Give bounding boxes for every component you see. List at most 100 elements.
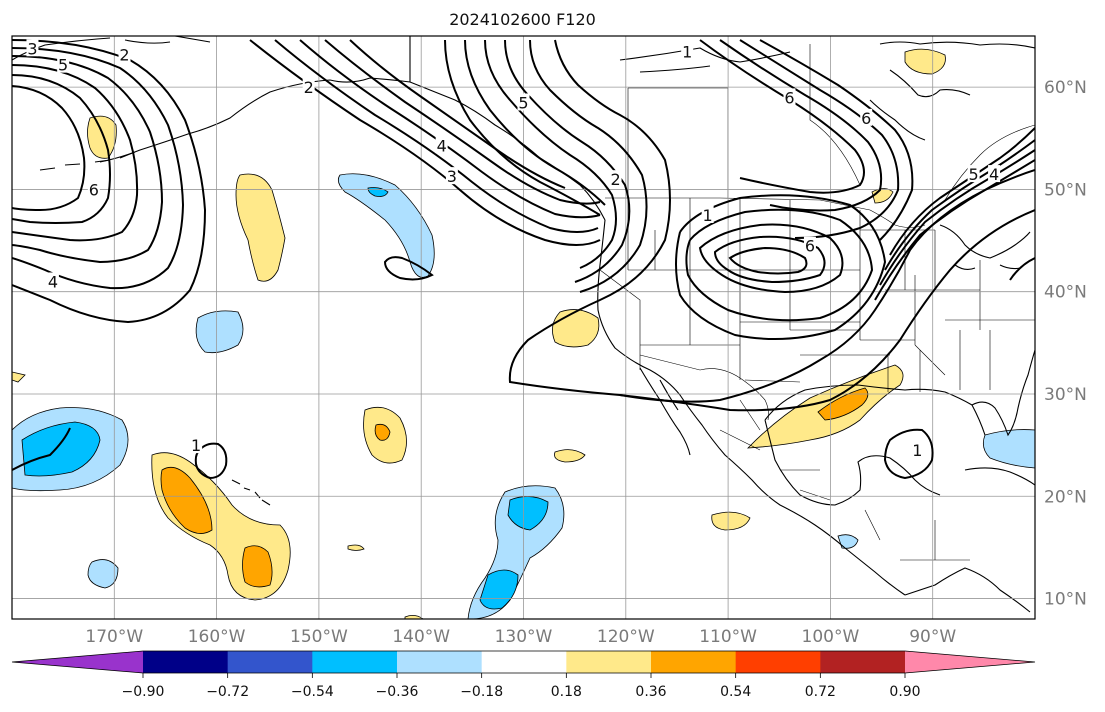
latitude-label: 40°N [1044,283,1087,303]
border-us-states [599,198,1035,392]
contour-label-background [435,136,448,154]
fill-positive-small2 [347,544,365,551]
contour-label-background [26,39,39,57]
contour-wus-1 [444,39,601,216]
contour-ne-7 [884,139,1035,271]
contour-west-edge [12,427,71,471]
contour-ne-2 [719,39,883,212]
fill-negative-westpac-core [21,421,101,477]
contour-label-background [911,441,924,459]
map-title: 2024102600 F120 [449,10,596,29]
contour-label: 1 [682,42,692,61]
latitude-label: 50°N [1044,180,1087,200]
latitude-labels: 60°N 50°N 40°N 30°N 20°N 10°N [1044,78,1087,609]
contour-ne-6 [879,149,1035,286]
longitude-labels: 170°W 160°W 150°W 140°W 130°W 120°W 110°W 100°W… [85,627,956,647]
fill-positive-sw-bottom [404,615,424,619]
contour-ne-1 [699,39,865,194]
colorbar-tick-label: −0.36 [376,684,419,700]
contour-west-3 [12,55,164,264]
fill-positive-hawaii-core1 [160,466,213,534]
colorbar-segment [397,651,483,673]
contour-label: 5 [518,93,528,112]
contour-plains-4 [685,208,874,322]
contour-label-background [445,167,458,185]
contour-west-4 [12,64,139,242]
colorbar-ticks: −0.90 −0.72 −0.54 −0.36 −0.18 0.18 0.36 0.54 0.7… [122,673,921,700]
longitude-label: 90°W [909,627,956,647]
contour-label-background [87,180,100,198]
contour-label: 1 [703,206,713,225]
contour-wus-3 [484,39,617,269]
colorbar-tick-label: −0.18 [460,684,503,700]
contour-label: 2 [119,45,129,64]
fill-negative-goa [337,173,435,278]
latitude-label: 10°N [1044,590,1087,610]
contour-label: 1 [191,436,201,455]
colorbar-segment [312,651,398,673]
contour-label-background [118,45,131,63]
contour-goa-5 [349,39,566,189]
contour-label: 2 [610,170,620,189]
colorbar-segment [651,651,737,673]
contour-label-background [783,88,796,106]
contour-goa-closed [383,256,434,281]
contour-label: 6 [861,109,871,128]
contour-label: 6 [805,237,815,256]
contour-label: 3 [447,167,457,186]
contour-goa-2 [274,39,599,233]
colorbar-segment [227,651,313,673]
contour-plains-3 [728,246,808,275]
colorbar-segment [566,651,652,673]
fill-positive-hudson [904,48,946,75]
colorbar-tick-label: 0.36 [635,684,666,700]
latitude-label: 20°N [1044,487,1087,507]
fill-positive-aleutian [87,115,117,159]
contour-west-5 [12,74,111,224]
contour-label-background [988,165,1001,183]
contour-label: 4 [437,136,447,155]
fill-positive-mexico-pac [711,511,751,531]
contour-label-background [609,170,622,188]
longitude-label: 120°W [597,627,655,647]
colorbar-tick-label: −0.72 [206,684,249,700]
colorbar-extend-low [12,651,143,673]
longitude-label: 140°W [392,627,450,647]
colorbar-segment [820,651,906,673]
colorbar-tick-label: 0.90 [889,684,920,700]
contour-label: 4 [48,272,58,291]
contour-label-background [681,42,694,60]
longitude-label: 130°W [495,627,553,647]
coast-baja [639,367,691,456]
colorbar-tick-label: 0.18 [551,684,582,700]
contour-wus-2 [464,39,606,206]
colorbar-extend-high [905,651,1035,673]
colorbar-tick-label: −0.90 [122,684,165,700]
coast-canada-arctic [619,41,1035,73]
contour-ne-8 [889,127,1035,256]
contour-hawaii-low [194,442,228,480]
colorbar-tick-label: 0.54 [720,684,751,700]
contour-plains-2 [713,235,826,284]
longitude-label: 170°W [85,627,143,647]
contour-wus-4 [504,39,631,283]
contour-label-background [190,436,203,454]
contour-wus-6 [508,39,1035,412]
colorbar-segment [481,651,567,673]
coast-cuba [964,467,1035,486]
fill-positive-centralpac-core [374,423,391,441]
graticule [12,36,1035,619]
contour-label-background [967,165,980,183]
contour-label: 6 [89,180,99,199]
map-frame [11,35,1036,620]
contour-label-background [803,236,816,254]
contour-plains-5 [675,194,887,340]
coast-hawaii [231,479,271,506]
contour-plains-1 [698,223,844,294]
contour-label: 4 [989,165,999,184]
fill-negative-yucatan-s [837,534,859,549]
contour-label: 3 [27,39,37,58]
coast-alaska-north [12,36,211,61]
latitude-label: 30°N [1044,385,1087,405]
contour-label-background [302,78,315,96]
